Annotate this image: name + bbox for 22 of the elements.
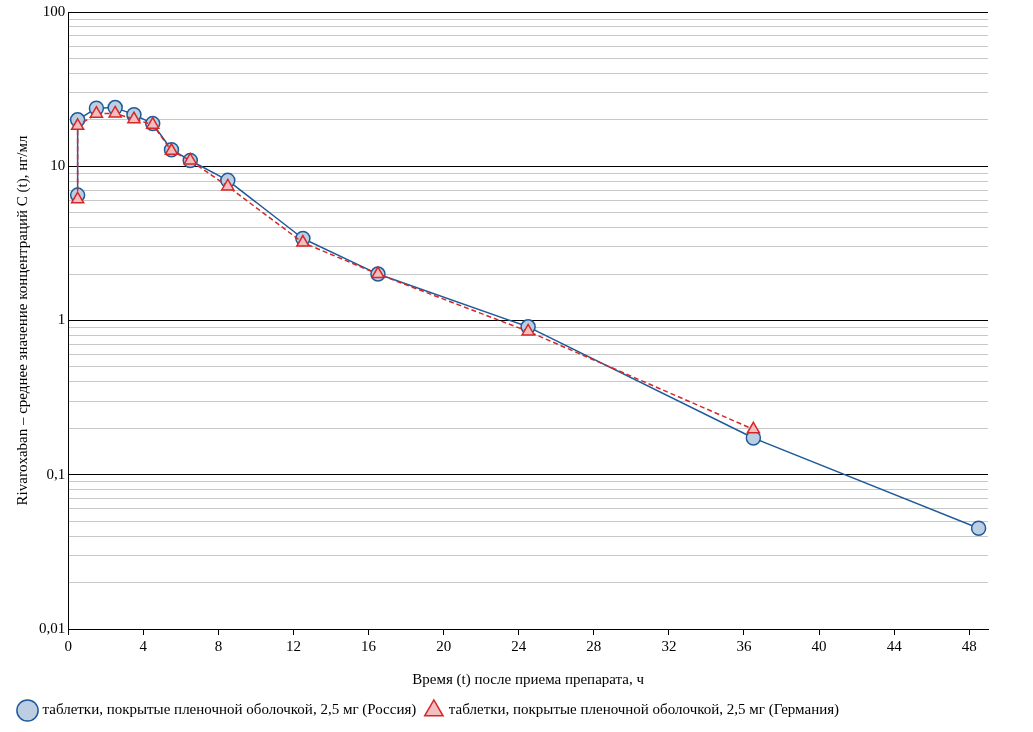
y-tick-label: 0,01 — [39, 619, 66, 636]
x-tick-label: 36 — [736, 637, 752, 654]
x-tick-label: 8 — [214, 637, 223, 654]
legend-label: таблетки, покрытые пленочной оболочкой, 2,5 мг (Германия) — [448, 701, 840, 719]
x-tick-label: 32 — [661, 637, 677, 654]
x-tick-label: 48 — [961, 637, 977, 654]
y-tick-label: 0,1 — [46, 465, 66, 482]
x-tick-label: 28 — [586, 637, 602, 654]
x-tick-label: 20 — [436, 637, 452, 654]
x-axis-title: Время (t) после приема препарата, ч — [412, 670, 645, 688]
x-tick-label: 44 — [886, 637, 903, 654]
x-tick-label: 40 — [811, 637, 827, 654]
y-tick-label: 10 — [50, 157, 66, 174]
x-tick-label: 4 — [139, 637, 148, 654]
y-tick-label: 1 — [57, 311, 66, 328]
x-tick-label: 24 — [511, 637, 527, 654]
x-tick-label: 12 — [285, 637, 301, 654]
y-tick-label: 100 — [42, 2, 66, 19]
y-axis-title: Rivaroxaban – среднее значение концентраций С (t), нг/мл — [13, 135, 31, 506]
x-tick-label: 0 — [64, 637, 72, 654]
x-tick-label: 16 — [361, 637, 377, 654]
legend-label: таблетки, покрытые пленочной оболочкой, 2,5 мг (Россия) — [42, 701, 417, 719]
